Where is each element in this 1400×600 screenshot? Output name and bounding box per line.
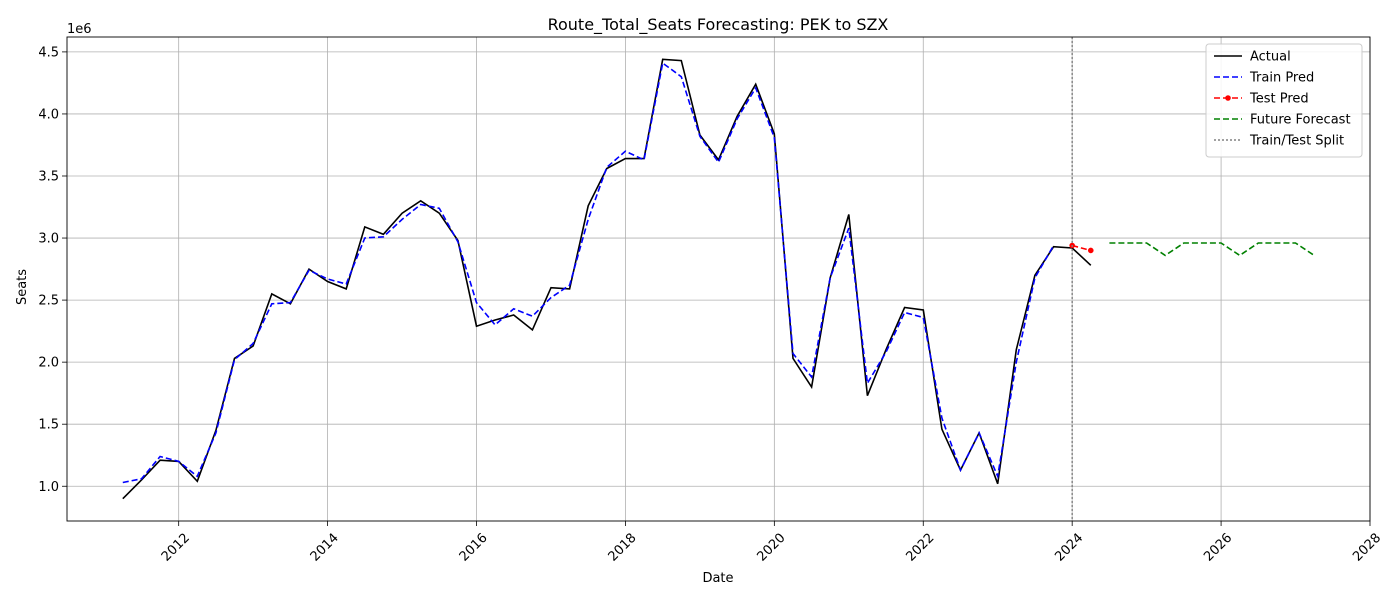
y-tick-label-3.5: 3.5 — [38, 169, 59, 184]
legend-label-future-forecast: Future Forecast — [1250, 113, 1351, 128]
y-tick-label-3.0: 3.0 — [38, 232, 59, 247]
x-tick-label-2014: 2014 — [308, 531, 342, 565]
y-tick-label-2.5: 2.5 — [38, 294, 59, 309]
chart-title: Route_Total_Seats Forecasting: PEK to SZ… — [548, 15, 889, 35]
series-line-test-pred — [1071, 244, 1092, 252]
series-line-train-pred — [122, 61, 1055, 484]
legend-label-test-pred: Test Pred — [1249, 92, 1309, 107]
x-axis-title: Date — [702, 571, 733, 586]
x-tick-label-2020: 2020 — [755, 531, 789, 565]
x-tick-label-2022: 2022 — [903, 531, 937, 565]
y-axis-title: Seats — [15, 269, 30, 305]
x-tick-label-2024: 2024 — [1052, 531, 1086, 565]
axes-frame — [66, 36, 1371, 522]
series-line-future-forecast — [1109, 242, 1315, 257]
x-tick-label-2026: 2026 — [1201, 531, 1235, 565]
legend-label-actual: Actual — [1250, 50, 1291, 65]
x-tick-label-2018: 2018 — [606, 531, 640, 565]
y-tick-label-1.5: 1.5 — [38, 418, 59, 433]
point-test-pred-1 — [1087, 247, 1094, 254]
series-line-actual — [122, 58, 1092, 500]
legend-box — [1205, 43, 1363, 158]
y-tick-label-4.0: 4.0 — [38, 107, 59, 122]
x-tick-label-2016: 2016 — [457, 531, 491, 565]
legend: Actual Train Pred Test Pred Future Forecast… — [1205, 43, 1363, 158]
legend-label-train-test-split: Train/Test Split — [1249, 134, 1344, 149]
y-tick-label-4.5: 4.5 — [38, 45, 59, 60]
x-tick-label-2028: 2028 — [1350, 531, 1384, 565]
plot-area: 2012 2014 2016 2018 2020 2022 2024 2026 2028 1.0 1… — [38, 36, 1384, 565]
y-tick-label-2.0: 2.0 — [38, 356, 59, 371]
legend-marker-test-pred — [1225, 95, 1231, 101]
x-tick-label-2012: 2012 — [159, 531, 193, 565]
y-tick-label-1.0: 1.0 — [38, 480, 59, 495]
legend-label-train-pred: Train Pred — [1249, 71, 1314, 86]
y-scale-label: 1e6 — [67, 22, 92, 37]
